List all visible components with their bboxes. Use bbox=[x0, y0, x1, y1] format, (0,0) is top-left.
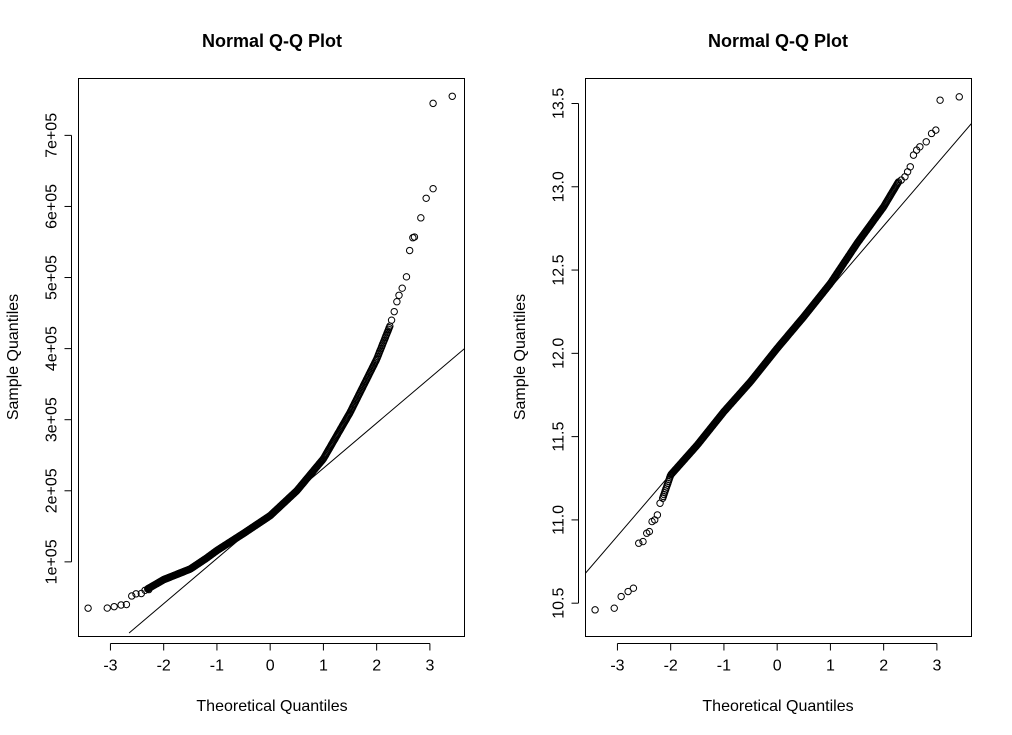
x-tick-label: 3 bbox=[425, 658, 434, 675]
data-point bbox=[417, 214, 425, 222]
data-point bbox=[132, 590, 140, 598]
data-points bbox=[84, 92, 456, 612]
y-tick-label: 3e+05 bbox=[44, 397, 61, 442]
y-axis: 10.5 11.0 11.5 12.0 12.5 13.0 13.5 bbox=[551, 88, 579, 619]
data-point bbox=[927, 129, 936, 138]
x-axis: -3 -2 -1 0 1 2 3 bbox=[610, 643, 941, 675]
x-tick-label: -2 bbox=[664, 658, 678, 675]
data-point bbox=[128, 592, 136, 600]
data-point bbox=[629, 584, 638, 592]
x-tick-label: 1 bbox=[826, 658, 835, 675]
data-point bbox=[84, 604, 92, 612]
data-point bbox=[916, 143, 924, 151]
data-point bbox=[103, 604, 111, 612]
data-point bbox=[936, 96, 944, 104]
data-point bbox=[635, 539, 643, 547]
x-tick-label: 0 bbox=[773, 658, 782, 675]
data-point bbox=[395, 291, 403, 300]
y-tick-label: 5e+05 bbox=[44, 255, 61, 300]
data-point bbox=[393, 298, 401, 306]
y-tick-label: 11.0 bbox=[551, 505, 568, 535]
x-tick-label: 2 bbox=[372, 658, 381, 675]
data-point bbox=[422, 194, 430, 202]
data-point bbox=[117, 601, 125, 609]
data-point bbox=[955, 93, 963, 101]
y-tick-label: 10.5 bbox=[551, 588, 568, 619]
data-point bbox=[653, 511, 662, 519]
y-axis-label: Sample Quantiles bbox=[512, 294, 529, 420]
data-point bbox=[410, 233, 419, 241]
x-axis-label: Theoretical Quantiles bbox=[702, 698, 853, 715]
data-point bbox=[110, 602, 118, 611]
x-tick-label: -3 bbox=[103, 658, 117, 675]
x-tick-label: -1 bbox=[717, 658, 731, 675]
y-tick-label: 6e+05 bbox=[44, 184, 61, 229]
x-tick-label: -1 bbox=[210, 658, 224, 675]
data-point bbox=[591, 606, 599, 614]
data-point bbox=[645, 527, 654, 536]
data-point bbox=[398, 284, 406, 292]
plot-frame bbox=[585, 78, 972, 637]
y-tick-label: 11.5 bbox=[551, 422, 568, 452]
data-point bbox=[402, 273, 411, 281]
data-point bbox=[922, 138, 930, 146]
data-point bbox=[387, 316, 396, 324]
data-point bbox=[448, 92, 456, 100]
x-tick-label: -2 bbox=[157, 658, 171, 675]
x-axis-label: Theoretical Quantiles bbox=[196, 698, 347, 715]
x-tick-label: 3 bbox=[932, 658, 941, 675]
data-point bbox=[145, 585, 153, 594]
plot-frame bbox=[78, 78, 465, 637]
y-tick-label: 13.0 bbox=[551, 171, 568, 202]
y-tick-label: 13.5 bbox=[551, 88, 568, 119]
data-points bbox=[591, 93, 963, 614]
data-point bbox=[624, 587, 632, 596]
data-point bbox=[122, 600, 131, 609]
data-point bbox=[932, 126, 940, 134]
x-axis: -3 -2 -1 0 1 2 3 bbox=[103, 643, 434, 675]
data-point bbox=[405, 246, 414, 255]
data-point bbox=[390, 307, 398, 316]
data-point bbox=[141, 586, 149, 594]
x-tick-label: -3 bbox=[610, 658, 624, 675]
data-point bbox=[610, 604, 618, 612]
y-tick-label: 2e+05 bbox=[44, 468, 61, 513]
y-tick-label: 12.5 bbox=[551, 254, 568, 285]
y-axis-label: Sample Quantiles bbox=[5, 294, 22, 420]
x-tick-label: 0 bbox=[266, 658, 275, 675]
x-tick-label: 2 bbox=[879, 658, 888, 675]
data-point bbox=[656, 499, 664, 507]
x-tick-label: 1 bbox=[319, 658, 328, 675]
y-tick-label: 1e+05 bbox=[44, 539, 61, 584]
data-point bbox=[906, 163, 914, 171]
y-tick-label: 7e+05 bbox=[44, 113, 61, 158]
y-tick-label: 12.0 bbox=[551, 338, 568, 369]
qq-plot-right: Normal Q-Q Plot Theoretical Quantiles Sa… bbox=[512, 31, 972, 715]
y-axis: 1e+05 2e+05 3e+05 4e+05 5e+05 6e+05 7e+05 bbox=[44, 113, 72, 584]
chart-title: Normal Q-Q Plot bbox=[202, 31, 342, 51]
data-point bbox=[429, 184, 437, 193]
data-point bbox=[639, 537, 647, 546]
chart-title: Normal Q-Q Plot bbox=[708, 31, 848, 51]
qq-plot-left: Normal Q-Q Plot Theoretical Quantiles Sa… bbox=[5, 31, 465, 715]
data-point bbox=[429, 99, 437, 108]
y-tick-label: 4e+05 bbox=[44, 326, 61, 371]
data-point bbox=[617, 592, 625, 601]
